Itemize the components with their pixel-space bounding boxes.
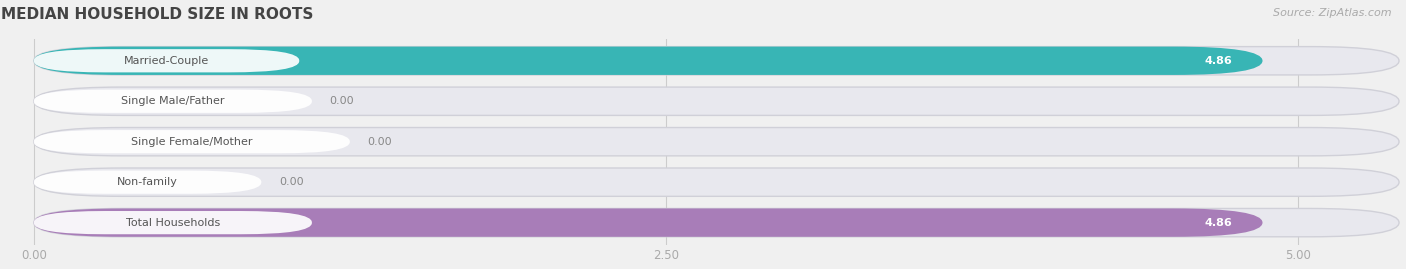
Text: 0.00: 0.00: [367, 137, 392, 147]
FancyBboxPatch shape: [34, 130, 350, 153]
FancyBboxPatch shape: [34, 211, 312, 234]
Text: Single Male/Father: Single Male/Father: [121, 96, 225, 106]
Text: Single Female/Mother: Single Female/Mother: [131, 137, 253, 147]
Text: Non-family: Non-family: [117, 177, 179, 187]
FancyBboxPatch shape: [34, 128, 1399, 156]
FancyBboxPatch shape: [34, 208, 1263, 237]
FancyBboxPatch shape: [34, 208, 1399, 237]
Text: MEDIAN HOUSEHOLD SIZE IN ROOTS: MEDIAN HOUSEHOLD SIZE IN ROOTS: [1, 7, 314, 22]
FancyBboxPatch shape: [34, 90, 312, 113]
Text: Married-Couple: Married-Couple: [124, 56, 209, 66]
Text: 4.86: 4.86: [1205, 56, 1232, 66]
FancyBboxPatch shape: [34, 171, 262, 194]
Text: Source: ZipAtlas.com: Source: ZipAtlas.com: [1274, 8, 1392, 18]
FancyBboxPatch shape: [34, 49, 299, 72]
FancyBboxPatch shape: [34, 168, 1399, 196]
FancyBboxPatch shape: [34, 47, 1263, 75]
Text: 0.00: 0.00: [278, 177, 304, 187]
Text: 4.86: 4.86: [1205, 218, 1232, 228]
FancyBboxPatch shape: [34, 87, 1399, 115]
Text: Total Households: Total Households: [125, 218, 219, 228]
Text: 0.00: 0.00: [329, 96, 354, 106]
FancyBboxPatch shape: [34, 47, 1399, 75]
